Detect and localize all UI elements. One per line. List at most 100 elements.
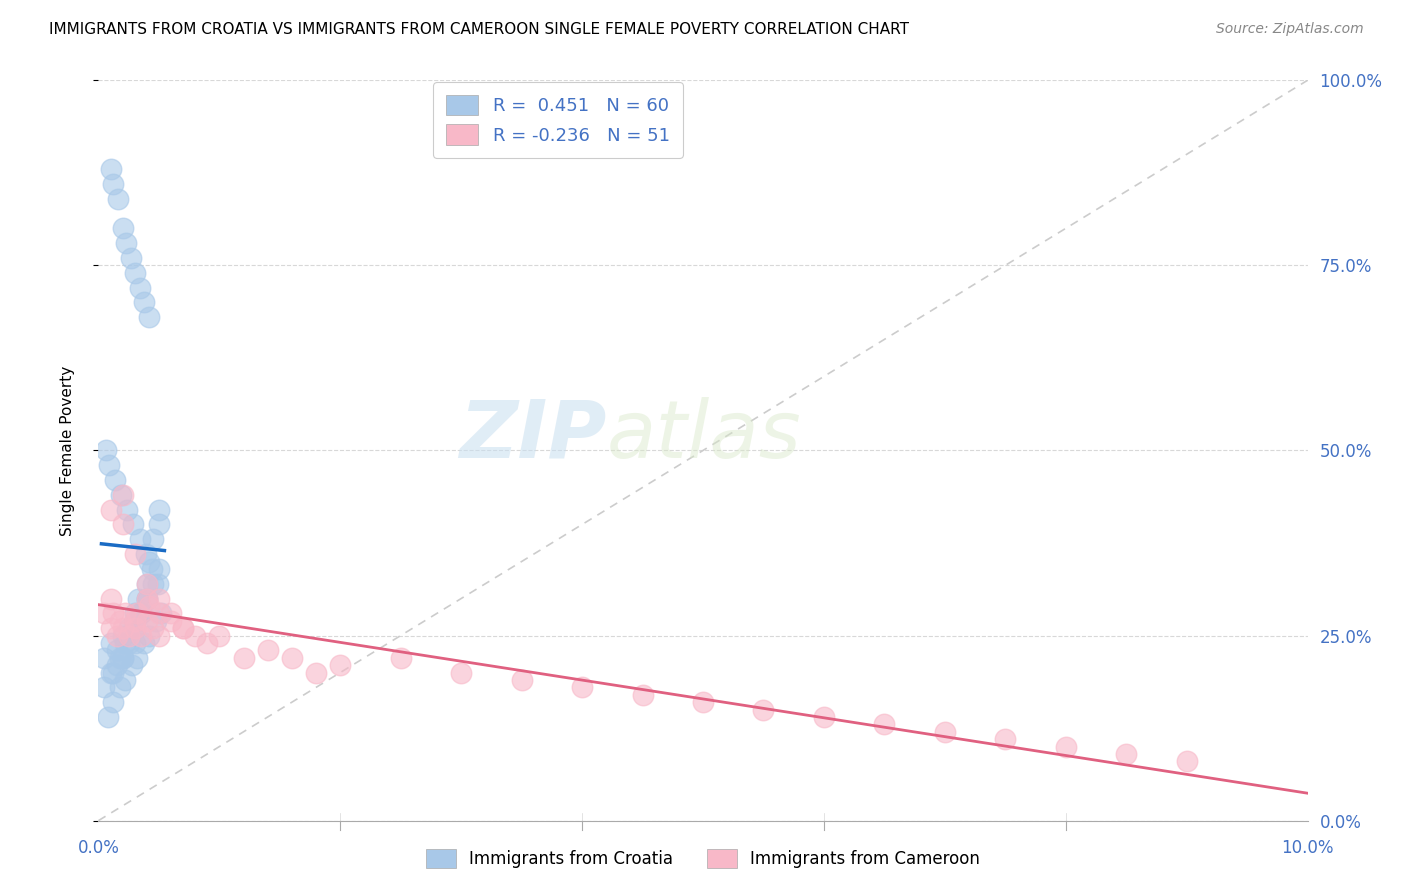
- Y-axis label: Single Female Poverty: Single Female Poverty: [60, 366, 75, 535]
- Point: [110, 488, 132, 502]
- Point: [101, 607, 124, 621]
- Legend: R =  0.451   N = 60, R = -0.236   N = 51: R = 0.451 N = 60, R = -0.236 N = 51: [433, 82, 682, 158]
- Point: [150, 607, 173, 621]
- Point: [208, 628, 231, 642]
- Point: [129, 607, 152, 621]
- Point: [138, 599, 160, 613]
- Point: [148, 502, 170, 516]
- Point: [138, 555, 160, 569]
- Point: [100, 502, 122, 516]
- Point: [129, 628, 152, 642]
- Point: [148, 628, 170, 642]
- Point: [104, 473, 127, 487]
- Point: [111, 628, 134, 642]
- Point: [120, 251, 142, 265]
- Point: [873, 717, 896, 731]
- Point: [111, 517, 134, 532]
- Point: [128, 280, 150, 294]
- Point: [160, 607, 183, 621]
- Point: [692, 695, 714, 709]
- Point: [281, 650, 304, 665]
- Point: [100, 591, 122, 606]
- Point: [305, 665, 328, 680]
- Point: [571, 681, 593, 695]
- Point: [111, 488, 134, 502]
- Point: [115, 236, 138, 251]
- Point: [195, 636, 218, 650]
- Point: [118, 621, 141, 635]
- Point: [142, 621, 165, 635]
- Point: [101, 177, 124, 191]
- Point: [94, 443, 117, 458]
- Point: [118, 628, 141, 642]
- Point: [118, 636, 141, 650]
- Point: [184, 628, 207, 642]
- Text: IMMIGRANTS FROM CROATIA VS IMMIGRANTS FROM CAMEROON SINGLE FEMALE POVERTY CORREL: IMMIGRANTS FROM CROATIA VS IMMIGRANTS FR…: [49, 22, 910, 37]
- Point: [135, 591, 157, 606]
- Point: [256, 643, 278, 657]
- Point: [122, 517, 145, 532]
- Point: [1054, 739, 1077, 754]
- Point: [124, 547, 146, 561]
- Point: [97, 710, 120, 724]
- Point: [108, 650, 131, 665]
- Point: [124, 621, 146, 635]
- Point: [124, 614, 146, 628]
- Point: [148, 517, 170, 532]
- Point: [93, 607, 115, 621]
- Point: [134, 295, 156, 310]
- Point: [105, 628, 128, 642]
- Point: [124, 607, 146, 621]
- Point: [934, 724, 956, 739]
- Point: [510, 673, 533, 687]
- Point: [100, 621, 122, 635]
- Point: [111, 221, 134, 235]
- Point: [114, 607, 136, 621]
- Point: [101, 695, 124, 709]
- Point: [111, 650, 134, 665]
- Point: [124, 621, 146, 635]
- Point: [98, 458, 121, 473]
- Point: [111, 621, 134, 635]
- Point: [1175, 755, 1198, 769]
- Point: [93, 681, 115, 695]
- Point: [127, 650, 149, 665]
- Point: [232, 650, 254, 665]
- Point: [135, 614, 157, 628]
- Point: [752, 703, 775, 717]
- Point: [124, 636, 146, 650]
- Point: [142, 533, 165, 547]
- Point: [100, 665, 122, 680]
- Point: [127, 591, 149, 606]
- Point: [111, 650, 134, 665]
- Point: [145, 614, 167, 628]
- Point: [114, 636, 136, 650]
- Point: [101, 665, 124, 680]
- Point: [142, 576, 165, 591]
- Point: [114, 673, 136, 687]
- Point: [148, 562, 170, 576]
- Point: [1115, 747, 1137, 761]
- Point: [172, 621, 194, 635]
- Point: [160, 614, 183, 628]
- Point: [450, 665, 472, 680]
- Point: [138, 310, 160, 325]
- Point: [135, 547, 157, 561]
- Point: [105, 643, 128, 657]
- Point: [127, 607, 149, 621]
- Point: [135, 576, 157, 591]
- Point: [134, 636, 156, 650]
- Point: [100, 636, 122, 650]
- Point: [124, 266, 146, 280]
- Point: [135, 591, 157, 606]
- Point: [108, 614, 131, 628]
- Text: Source: ZipAtlas.com: Source: ZipAtlas.com: [1216, 22, 1364, 37]
- Point: [148, 607, 170, 621]
- Point: [128, 533, 150, 547]
- Text: ZIP: ZIP: [458, 397, 606, 475]
- Point: [93, 650, 115, 665]
- Point: [148, 591, 170, 606]
- Point: [138, 628, 160, 642]
- Point: [389, 650, 412, 665]
- Point: [135, 576, 157, 591]
